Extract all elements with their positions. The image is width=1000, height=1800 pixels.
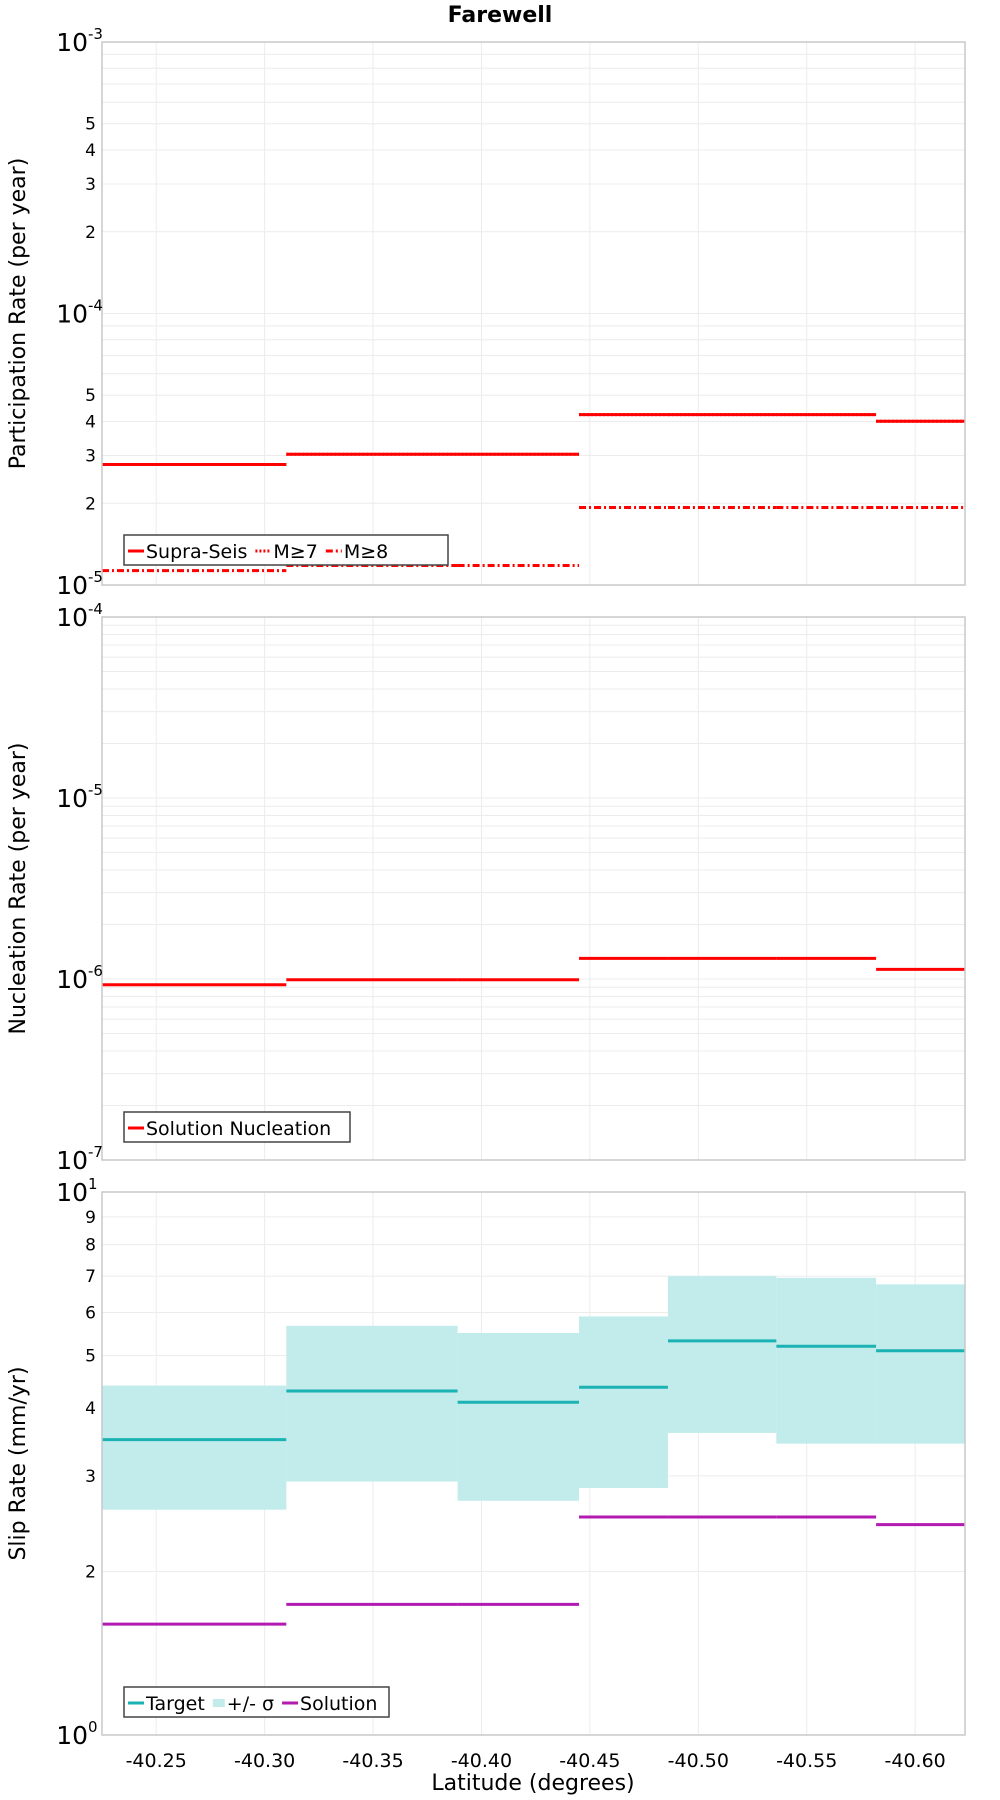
y-tick-minor-label: 5 [85, 1346, 96, 1366]
legend-box [123, 1111, 351, 1143]
sigma-band-bar [457, 1332, 580, 1501]
plot-frame [101, 616, 966, 1161]
legend-swatch-band [212, 1699, 225, 1707]
legend-box [123, 534, 449, 566]
y-tick-exponent: -7 [88, 1143, 103, 1161]
y-tick-minor-label: 5 [85, 115, 96, 135]
legend: Solution Nucleation [123, 1111, 351, 1143]
y-tick-label: 10 [56, 300, 88, 329]
y-tick-label: 10 [56, 1146, 88, 1175]
series-band [102, 1276, 965, 1510]
x-tick-labels: -40.25 -40.30 -40.35 -40.40 -40.45 -40.50 -40.… [126, 1750, 946, 1772]
series-Solution [102, 1515, 965, 1626]
sigma-band-bar [579, 1316, 668, 1489]
legend-label: M≥7 [273, 541, 317, 563]
y-tick-minor-label: 7 [85, 1267, 96, 1287]
figure-title: Farewell [448, 3, 553, 28]
y-tick-exponent: -5 [88, 568, 103, 586]
x-tick-label: -40.50 [668, 1750, 729, 1772]
y-tick-exponent: -6 [88, 962, 103, 980]
legend-label: Target [145, 1693, 205, 1715]
y-tick-exponent: -4 [88, 600, 103, 618]
y-tick-exponent: 1 [88, 1175, 98, 1193]
y-tick-minor-label: 8 [85, 1236, 96, 1256]
plot-frame [101, 1191, 966, 1736]
plot-frame [101, 41, 966, 586]
y-axis-label: Participation Rate (per year) [6, 158, 31, 470]
legend-label: Solution Nucleation [146, 1118, 331, 1140]
y-tick-exponent: 0 [88, 1718, 98, 1736]
y-tick-label: 10 [56, 784, 88, 813]
y-tick-label: 10 [56, 603, 88, 632]
legend: Target +/- σ Solution [123, 1686, 390, 1718]
legend-label: Solution [300, 1693, 377, 1715]
y-tick-minor-label: 4 [85, 413, 96, 433]
x-tick-label: -40.60 [885, 1750, 946, 1772]
y-tick-minor-label: 3 [85, 175, 96, 195]
series-Solution Nucleation [102, 956, 965, 987]
y-tick-minor-label: 9 [85, 1208, 96, 1228]
x-tick-label: -40.35 [342, 1750, 403, 1772]
x-tick-label: -40.30 [234, 1750, 295, 1772]
y-tick-label: 10 [56, 571, 88, 600]
y-tick-minor-label: 2 [85, 494, 96, 514]
y-tick-exponent: -5 [88, 781, 103, 799]
x-tick-label: -40.40 [451, 1750, 512, 1772]
sigma-band-bar [102, 1385, 287, 1510]
legend-label: +/- σ [227, 1693, 274, 1715]
y-tick-minor-label: 4 [85, 1399, 96, 1419]
grid [102, 617, 965, 1160]
series-M≥7 [102, 413, 965, 466]
legend: Supra-Seis M≥7 M≥8 [123, 534, 449, 566]
y-tick-minor-label: 6 [85, 1303, 96, 1323]
y-tick-exponent: -4 [88, 297, 103, 315]
y-tick-minor-label: 3 [85, 446, 96, 466]
x-tick-label: -40.25 [126, 1750, 187, 1772]
legend-box [123, 1686, 390, 1718]
y-tick-exponent: -3 [88, 25, 103, 43]
x-axis-label: Latitude (degrees) [431, 1771, 634, 1796]
sigma-band-bar [286, 1325, 458, 1482]
x-tick-label: -40.45 [559, 1750, 620, 1772]
y-tick-minor-label: 2 [85, 223, 96, 243]
x-tick-label: -40.55 [776, 1750, 837, 1772]
y-tick-minor-label: 5 [85, 386, 96, 406]
series-Target [102, 1339, 965, 1442]
sigma-band-bar [876, 1284, 965, 1444]
y-tick-label: 10 [56, 1178, 88, 1207]
legend-label: M≥8 [344, 541, 388, 563]
y-tick-label: 10 [56, 1721, 88, 1750]
sigma-band-bar [776, 1277, 877, 1444]
y-tick-labels: 10-710-610-510-4 [56, 600, 103, 1175]
legend-label: Supra-Seis [146, 541, 247, 563]
y-axis-label: Nucleation Rate (per year) [6, 743, 31, 1035]
sigma-band-bar [667, 1276, 777, 1433]
y-tick-minor-label: 2 [85, 1563, 96, 1583]
y-tick-minor-label: 3 [85, 1467, 96, 1487]
grid [102, 42, 965, 585]
y-tick-minor-label: 4 [85, 141, 96, 161]
y-tick-label: 10 [56, 965, 88, 994]
y-tick-label: 10 [56, 28, 88, 57]
y-axis-label: Slip Rate (mm/yr) [6, 1366, 31, 1560]
